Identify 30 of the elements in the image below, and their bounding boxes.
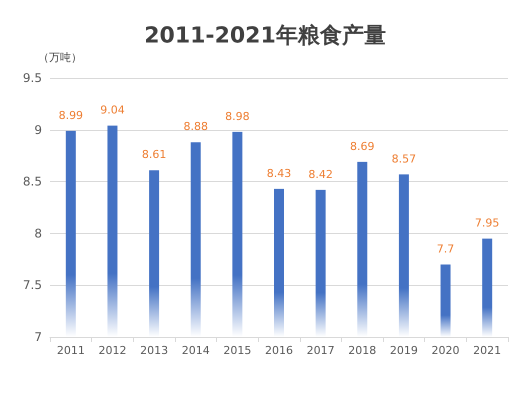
y-tick-label: 8.5 bbox=[22, 174, 42, 189]
x-tick-label: 2019 bbox=[390, 344, 418, 357]
data-label: 8.43 bbox=[266, 166, 292, 180]
y-tick-label: 7 bbox=[34, 330, 42, 344]
data-label: 8.69 bbox=[350, 140, 375, 153]
data-label: 8.42 bbox=[308, 168, 333, 181]
y-tick-label: 7.5 bbox=[22, 278, 42, 292]
data-label: 8.99 bbox=[58, 108, 84, 122]
data-label: 8.98 bbox=[225, 110, 250, 123]
x-tick-label: 2011 bbox=[56, 344, 85, 357]
data-label: 8.61 bbox=[142, 148, 166, 162]
x-tick-label: 2016 bbox=[265, 344, 293, 357]
y-tick-label: 9.5 bbox=[22, 71, 42, 85]
x-tick-label: 2021 bbox=[473, 344, 502, 357]
x-tick-label: 2017 bbox=[306, 344, 335, 357]
x-tick-label: 2015 bbox=[223, 344, 252, 357]
data-label: 8.88 bbox=[183, 120, 208, 134]
x-tick-label: 2020 bbox=[432, 344, 460, 357]
data-label: 9.04 bbox=[100, 104, 125, 117]
x-tick-label: 2018 bbox=[348, 344, 376, 357]
data-label: 7.7 bbox=[436, 242, 454, 256]
y-tick-label: 8 bbox=[34, 226, 42, 240]
chart-title: 2011-2021年粮食产量 bbox=[144, 22, 386, 48]
y-axis-title: （万吨） bbox=[38, 51, 82, 64]
data-label: 7.95 bbox=[474, 216, 500, 230]
y-tick-label: 9 bbox=[34, 122, 42, 137]
x-tick-label: 2012 bbox=[98, 344, 126, 357]
x-tick-label: 2014 bbox=[182, 344, 210, 357]
x-tick-label: 2013 bbox=[140, 344, 168, 357]
data-label: 8.57 bbox=[392, 152, 416, 166]
